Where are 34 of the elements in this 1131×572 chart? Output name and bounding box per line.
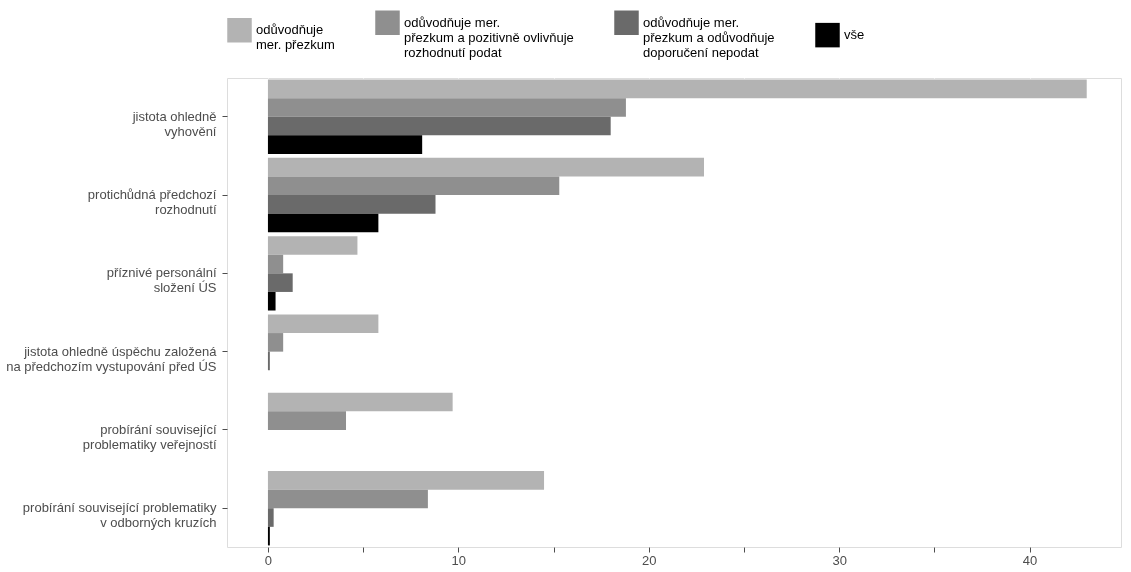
bar (267, 195, 436, 214)
x-tick-label: 40 (1022, 552, 1038, 568)
bar (267, 213, 379, 233)
bar (267, 314, 379, 334)
bar (267, 135, 423, 154)
bar (267, 273, 293, 292)
y-tick-label: probírání související problematiky veřejností (82, 421, 217, 452)
y-tick-label: probírání související problematiky v odborných kruzích (22, 500, 217, 531)
bar (267, 392, 453, 412)
x-tick-label: 30 (832, 552, 847, 568)
bar (267, 116, 611, 136)
bar (267, 254, 284, 274)
bar (267, 98, 626, 117)
bar (267, 157, 704, 177)
bar (267, 79, 1087, 99)
bar (267, 411, 347, 430)
legend-label: odůvodňuje mer. přezkum (256, 22, 335, 53)
bar (267, 236, 358, 255)
y-tick-label: jistota ohledně úspěchu založená na předchozím vystupování před ÚS (6, 343, 218, 374)
bar (267, 508, 274, 527)
x-tick-label: 20 (642, 552, 657, 568)
y-tick-label: příznivé personální složení ÚS (106, 265, 217, 296)
bar (267, 333, 284, 352)
y-tick-label: jistota ohledně vyhovění (131, 108, 217, 139)
x-tick-label: 0 (264, 552, 273, 568)
legend-label: vše (844, 27, 865, 43)
bar (267, 471, 545, 490)
legend-label: odůvodňuje mer. přezkum a pozitivně ovlivňuje rozhodnutí podat (404, 14, 574, 60)
bar (267, 489, 428, 509)
legend-label: odůvodňuje mer. přezkum a odůvodňuje doporučení nepodat (643, 14, 775, 60)
x-tick-label: 10 (451, 552, 467, 568)
y-tick-label: protichůdná předchozí rozhodnutí (87, 187, 217, 218)
bar (267, 176, 560, 196)
bar (267, 291, 276, 311)
